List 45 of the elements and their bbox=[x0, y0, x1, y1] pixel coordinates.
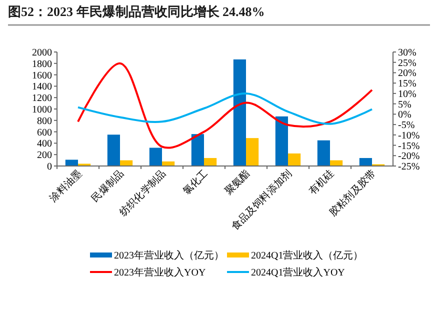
bar bbox=[317, 140, 330, 166]
bar bbox=[107, 134, 120, 166]
x-tick-label: 氯化工 bbox=[180, 168, 210, 198]
legend-label: 2023年营业收入YOY bbox=[114, 266, 206, 278]
y2-tick-label: 5% bbox=[398, 99, 412, 110]
legend-label: 2023年营业收入（亿元） bbox=[114, 250, 224, 262]
y2-tick-label: -25% bbox=[398, 162, 420, 172]
y2-tick-label: -10% bbox=[398, 130, 420, 142]
bar bbox=[359, 158, 372, 166]
y2-tick-label: 0% bbox=[398, 110, 412, 121]
y-tick-label: 800 bbox=[37, 116, 52, 127]
y-tick-label: 2000 bbox=[32, 48, 52, 58]
y2-tick-label: 10% bbox=[398, 88, 416, 100]
bar bbox=[246, 138, 259, 166]
y2-tick-label: -15% bbox=[398, 140, 420, 152]
bar bbox=[149, 148, 162, 166]
bar bbox=[65, 160, 78, 166]
y-tick-label: 400 bbox=[37, 138, 52, 150]
legend-label: 2024Q1营业收入YOY bbox=[251, 266, 345, 278]
y2-tick-label: 20% bbox=[398, 68, 416, 80]
y-tick-label: 1400 bbox=[32, 82, 52, 93]
bar bbox=[233, 59, 246, 166]
y2-tick-label: -20% bbox=[398, 151, 420, 162]
line-series bbox=[77, 62, 373, 149]
bar bbox=[288, 153, 301, 166]
y2-tick-label: 25% bbox=[398, 58, 416, 69]
bar bbox=[204, 158, 217, 166]
bar bbox=[191, 134, 204, 166]
x-tick-label: 民爆制品 bbox=[89, 168, 126, 204]
y-tick-label: 1800 bbox=[32, 58, 52, 70]
legend-label: 2024Q1营业收入（亿元） bbox=[251, 250, 364, 262]
bar bbox=[275, 116, 288, 166]
line-series bbox=[77, 92, 373, 125]
y2-tick-label: 15% bbox=[398, 78, 416, 90]
x-tick-label: 有机硅 bbox=[306, 168, 336, 198]
y-tick-label: 1600 bbox=[32, 70, 52, 82]
y-tick-label: 200 bbox=[37, 150, 52, 162]
y-tick-label: 1000 bbox=[32, 104, 52, 116]
chart-title: 图52：2023 年民爆制品营收同比增长 24.48% bbox=[8, 4, 265, 19]
y-tick-label: 600 bbox=[37, 127, 52, 138]
y-tick-label: 0 bbox=[47, 162, 52, 172]
y2-tick-label: -5% bbox=[398, 120, 415, 132]
y-tick-label: 1200 bbox=[32, 93, 52, 104]
y2-tick-label: 30% bbox=[398, 48, 416, 58]
x-tick-label: 聚氨酯 bbox=[222, 168, 252, 198]
